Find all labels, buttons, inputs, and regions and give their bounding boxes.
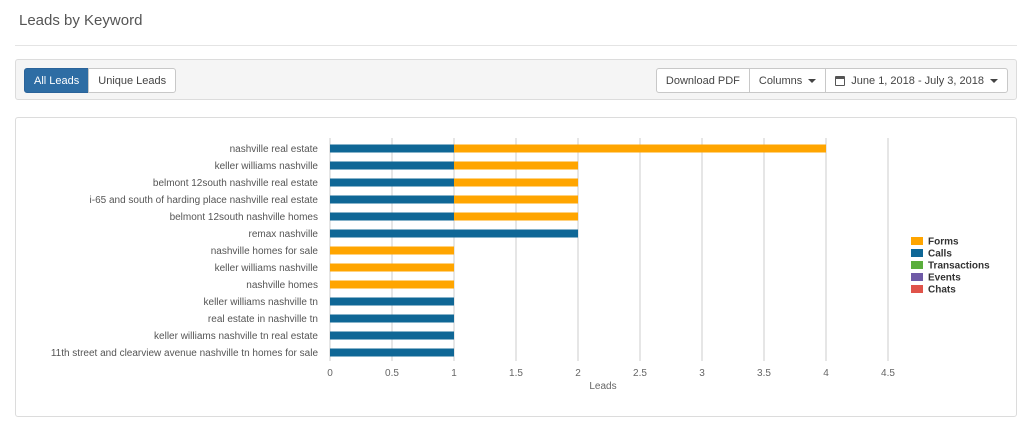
y-category-label: nashville homes for sale: [211, 246, 319, 257]
x-tick-label: 0: [327, 368, 333, 379]
y-category-label: belmont 12south nashville real estate: [153, 178, 319, 189]
y-category-label: remax nashville: [249, 229, 319, 240]
report-actions: Download PDF Columns June 1, 2018 - July…: [655, 68, 1008, 93]
bar-forms[interactable]: [454, 195, 578, 204]
legend-swatch: [911, 285, 923, 293]
y-category-label: 11th street and clearview avenue nashvil…: [51, 348, 319, 359]
legend-label[interactable]: Calls: [928, 249, 952, 260]
bar-calls[interactable]: [330, 212, 454, 221]
legend-label[interactable]: Events: [928, 273, 961, 284]
legend-swatch: [911, 261, 923, 269]
chart-panel: 0 0.5 1 1.5 2 2.5 3 3.5 4 4.5 Leads nashville real …: [15, 117, 1017, 417]
bar-calls[interactable]: [330, 314, 454, 323]
date-range-picker[interactable]: June 1, 2018 - July 3, 2018: [825, 68, 1008, 93]
chevron-down-icon: [990, 78, 998, 83]
legend-swatch: [911, 237, 923, 245]
x-tick-label: 2: [575, 368, 581, 379]
columns-dropdown[interactable]: Columns: [748, 68, 827, 93]
page-title: Leads by Keyword: [19, 12, 143, 29]
y-category-label: real estate in nashville tn: [208, 314, 318, 325]
bar-calls[interactable]: [330, 144, 454, 153]
y-category-label: nashville homes: [246, 280, 318, 291]
bar-forms[interactable]: [454, 178, 578, 187]
calendar-icon: [835, 75, 846, 86]
bar-calls[interactable]: [330, 297, 454, 306]
report-toolbar: All Leads Unique Leads Download PDF Colu…: [15, 59, 1017, 100]
legend-swatch: [911, 249, 923, 257]
download-pdf-button[interactable]: Download PDF: [655, 68, 750, 93]
y-category-label: belmont 12south nashville homes: [170, 212, 318, 223]
x-tick-label: 3: [699, 368, 705, 379]
y-category-label: keller williams nashville tn real estate: [154, 331, 318, 342]
bar-calls[interactable]: [330, 178, 454, 187]
bar-calls[interactable]: [330, 348, 454, 357]
x-tick-label: 4.5: [881, 368, 895, 379]
bar-calls[interactable]: [330, 195, 454, 204]
lead-type-toggle: All Leads Unique Leads: [24, 68, 177, 93]
chevron-down-icon: [808, 78, 817, 83]
leads-bar-chart: 0 0.5 1 1.5 2 2.5 3 3.5 4 4.5 Leads nashville real …: [51, 138, 990, 392]
bar-forms[interactable]: [454, 161, 578, 170]
bar-forms[interactable]: [330, 246, 454, 255]
y-category-label: i-65 and south of harding place nashvill…: [90, 195, 319, 206]
legend-label[interactable]: Transactions: [928, 261, 990, 272]
y-category-label: keller williams nashville: [215, 263, 319, 274]
y-category-label: keller williams nashville tn: [204, 297, 318, 308]
tab-all-leads[interactable]: All Leads: [24, 68, 90, 93]
x-tick-label: 2.5: [633, 368, 647, 379]
x-tick-label: 0.5: [385, 368, 399, 379]
legend-label[interactable]: Chats: [928, 285, 956, 296]
x-tick-label: 1.5: [509, 368, 523, 379]
title-divider: [15, 45, 1017, 46]
legend-label[interactable]: Forms: [928, 237, 959, 248]
bar-forms[interactable]: [330, 280, 454, 289]
bar-calls[interactable]: [330, 161, 454, 170]
x-axis-title: Leads: [589, 381, 616, 392]
legend-swatch: [911, 273, 923, 281]
tab-unique-leads[interactable]: Unique Leads: [88, 68, 177, 93]
bar-forms[interactable]: [330, 263, 454, 272]
y-category-label: keller williams nashville: [215, 161, 319, 172]
bar-calls[interactable]: [330, 229, 578, 238]
bar-calls[interactable]: [330, 331, 454, 340]
bar-forms[interactable]: [454, 212, 578, 221]
x-tick-label: 1: [451, 368, 457, 379]
date-range-label: June 1, 2018 - July 3, 2018: [851, 74, 984, 87]
bar-forms[interactable]: [454, 144, 826, 153]
columns-label: Columns: [758, 74, 803, 87]
x-tick-label: 4: [823, 368, 829, 379]
y-category-label: nashville real estate: [230, 144, 319, 155]
x-tick-label: 3.5: [757, 368, 771, 379]
